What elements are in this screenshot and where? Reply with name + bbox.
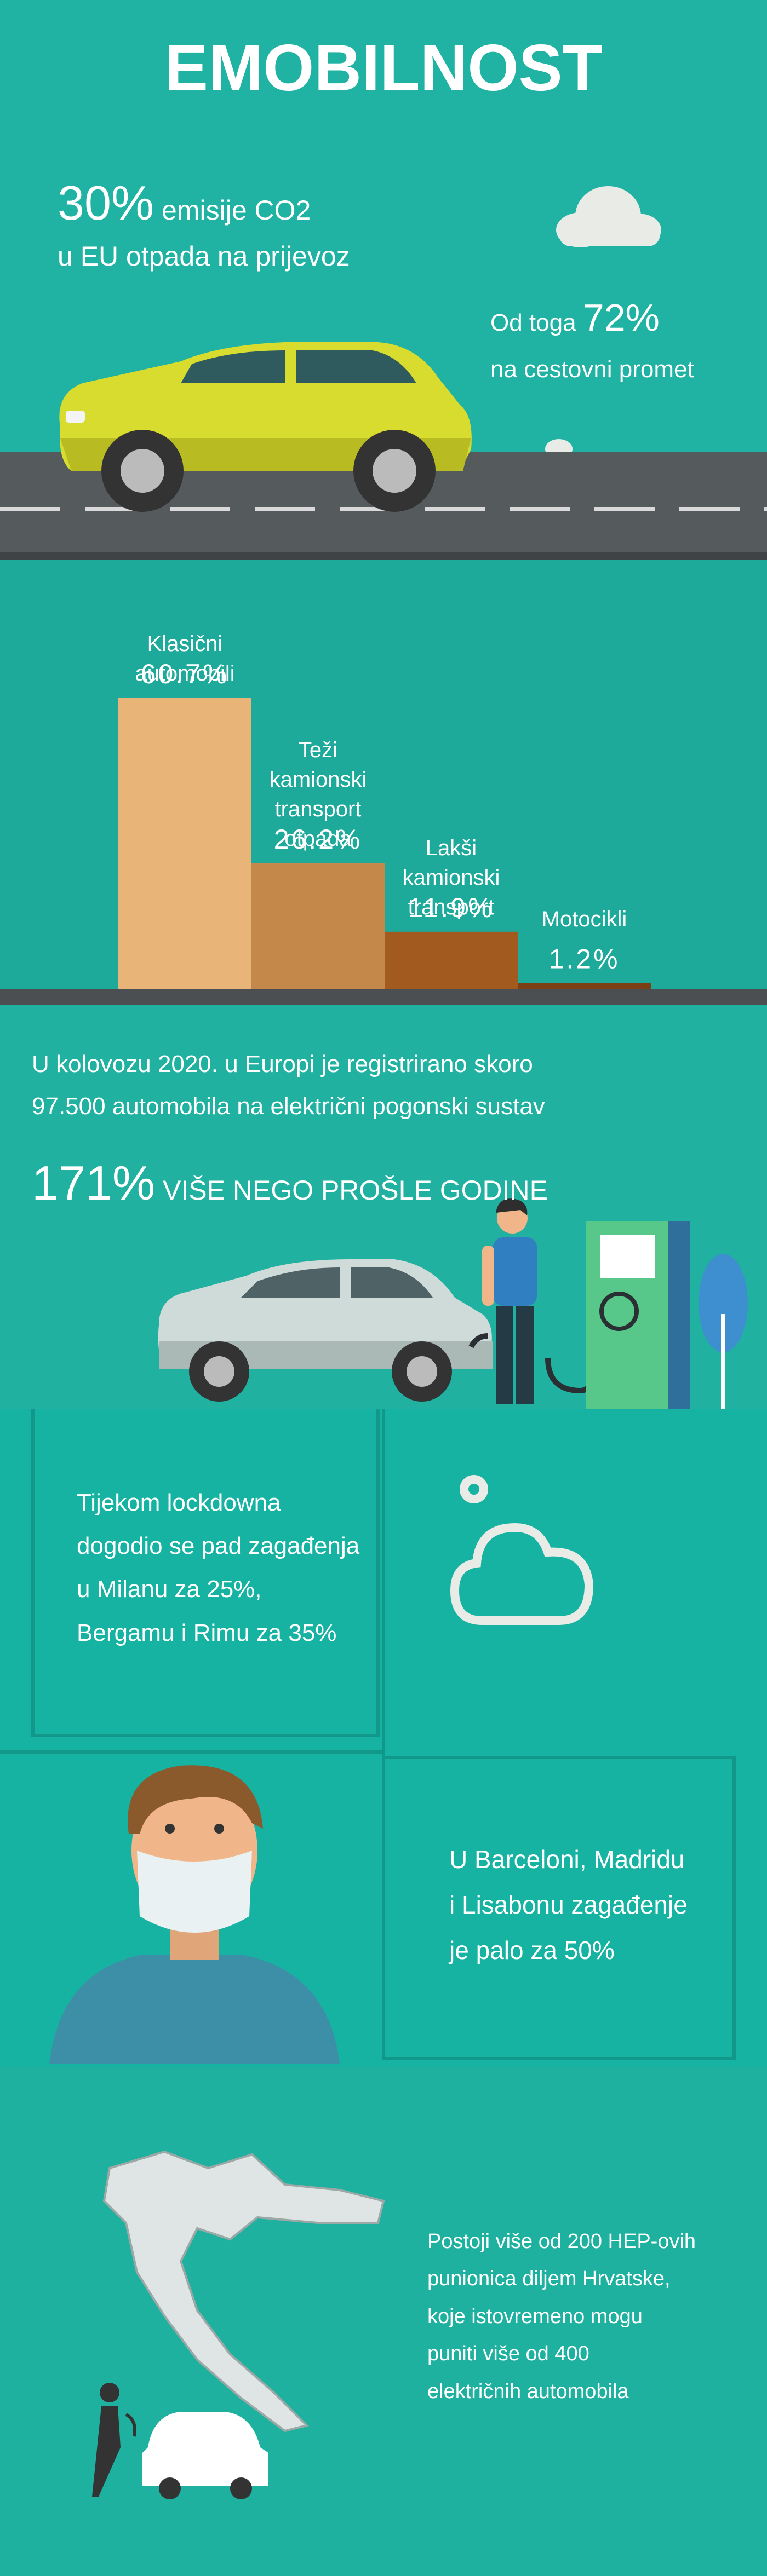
yellow-car-part: [66, 411, 85, 423]
white-car: [158, 1259, 493, 1402]
masked-man-part: [165, 1824, 175, 1834]
text-line: punionica diljem Hrvatske,: [427, 2267, 671, 2291]
lockdown-text: Tijekom lockdowna dogodio se pad zagađenj…: [77, 1481, 359, 1655]
man-part: [493, 1237, 537, 1306]
man-part: [496, 1198, 528, 1215]
bar: [251, 863, 385, 989]
masked-man-part: [137, 1851, 252, 1933]
road-line: Od toga 72%: [490, 296, 660, 340]
text-line: Bergamu i Rimu za 35%: [77, 1619, 337, 1646]
charger: [468, 1221, 690, 1409]
barcelona-text: U Barceloni, Madridu i Lisabonu zagađenje…: [449, 1837, 688, 1973]
grid-lines-part: [382, 1736, 736, 2060]
value-label: 60.7%: [141, 659, 230, 689]
cloud-part: [559, 222, 660, 246]
cloud-icon: [450, 1475, 594, 1625]
tree-part: [721, 1314, 725, 1409]
text-line: i Lisabonu zagađenje: [449, 1890, 688, 1919]
croatia-text: Postoji više od 200 HEP-ovih punionica di…: [427, 2223, 696, 2410]
road-text: na cestovni promet: [490, 356, 694, 383]
croatia-map-part: [102, 2150, 385, 2433]
text-line: Postoji više od 200 HEP-ovih: [427, 2230, 696, 2253]
cloud-icon-part: [450, 1523, 594, 1625]
text-line: u Milanu za 25%,: [77, 1576, 262, 1603]
tree: [699, 1254, 748, 1409]
charger-part: [599, 1292, 639, 1331]
ev-icon-part: [92, 2406, 121, 2497]
text-line: puniti više od 400: [427, 2342, 589, 2366]
road-percent: 72%: [582, 296, 660, 339]
charger-part: [668, 1221, 690, 1409]
ev-icon-part: [230, 2477, 252, 2499]
road-part: [0, 552, 767, 560]
man-part: [482, 1246, 494, 1306]
text-line: električnih automobila: [427, 2379, 629, 2403]
registration-growth: 171% VIŠE NEGO PROŠLE GODINE: [32, 1155, 548, 1211]
value-label: 26.2%: [274, 824, 363, 855]
text-line: dogodio se pad zagađenja: [77, 1532, 360, 1560]
ev-icon-part: [125, 2413, 136, 2437]
yellow-car-part: [121, 449, 164, 493]
chart-base: [0, 989, 767, 1005]
grid-lines: [0, 1409, 736, 2060]
value-label: 11.9%: [408, 892, 494, 923]
charger-part: [600, 1235, 655, 1278]
white-car-part: [241, 1267, 340, 1298]
masked-man-part: [128, 1765, 263, 1834]
text-line: 97.500 automobila na električni pogonski…: [32, 1093, 545, 1120]
yellow-car-part: [181, 350, 285, 383]
text-line: U kolovozu 2020. u Europi je registriran…: [32, 1051, 533, 1077]
cloud-icon-part: [460, 1475, 488, 1503]
masked-man-part: [214, 1824, 224, 1834]
bar: [518, 983, 651, 989]
white-car-part: [204, 1356, 234, 1387]
value-label: 1.2%: [549, 944, 620, 975]
yellow-car-part: [373, 449, 416, 493]
registration-text: U kolovozu 2020. u Europi je registriran…: [32, 1043, 545, 1127]
ev-icon-part: [159, 2477, 181, 2499]
intro-line: 30% emisije CO2: [58, 175, 311, 230]
bar: [385, 931, 518, 989]
ev-icon-part: [142, 2412, 268, 2486]
ev-icon: [92, 2383, 268, 2499]
intro-text: u EU otpada na prijevoz: [58, 241, 350, 272]
white-car-part: [351, 1267, 433, 1298]
page-title: EMOBILNOST: [164, 31, 603, 105]
yellow-car-part: [296, 350, 416, 383]
ev-icon-part: [100, 2383, 119, 2402]
text-line: Tijekom lockdowna: [77, 1489, 281, 1516]
bar: [118, 698, 251, 989]
charger-part: [468, 1333, 488, 1348]
road-prefix: Od toga: [490, 309, 576, 336]
man: [482, 1198, 537, 1404]
masked-man: [49, 1765, 340, 2064]
category-label: Klasični automobili: [135, 631, 235, 685]
category-label: Lakši kamionski transport: [402, 835, 500, 919]
text-line: je palo za 50%: [449, 1935, 615, 1964]
intro-percent: 30%: [58, 176, 154, 230]
croatia-map: [102, 2150, 385, 2433]
cloud: [556, 186, 661, 247]
growth-percent: 171%: [32, 1156, 156, 1210]
tree-part: [699, 1254, 748, 1352]
category-label: Motocikli: [541, 907, 627, 931]
text-line: U Barceloni, Madridu: [449, 1845, 685, 1874]
category-label: Teži kamionski transport otpada: [269, 737, 367, 851]
man-part: [496, 1306, 513, 1404]
masked-man-part: [49, 1955, 340, 2064]
grid-lines-part: [31, 1409, 380, 1737]
growth-text: VIŠE NEGO PROŠLE GODINE: [162, 1175, 548, 1206]
yellow-car: [59, 342, 472, 512]
intro-text: emisije CO2: [162, 195, 311, 226]
text-line: koje istovremeno mogu: [427, 2304, 643, 2328]
man-part: [516, 1306, 534, 1404]
white-car-part: [407, 1356, 437, 1387]
map-bg: [0, 2066, 767, 2576]
